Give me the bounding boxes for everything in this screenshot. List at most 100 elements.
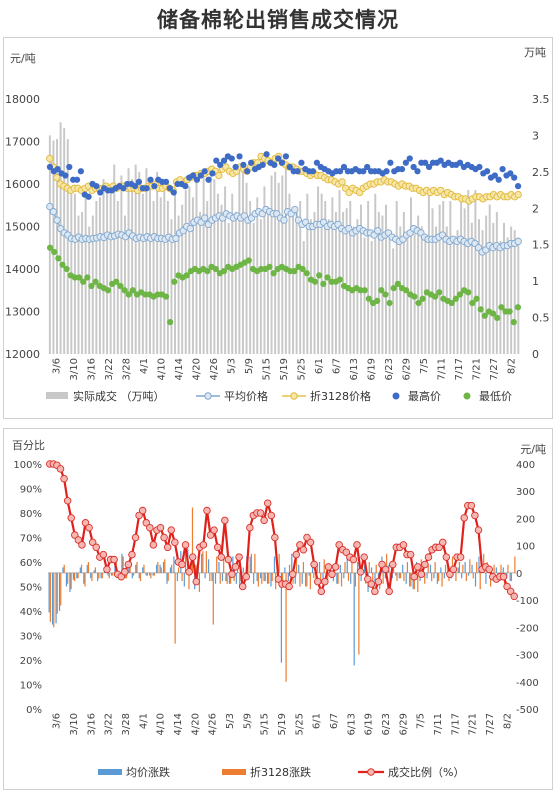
y-tick-left: 13000 xyxy=(5,306,40,319)
point-deal-ratio xyxy=(203,506,211,515)
point-highest-price xyxy=(166,185,173,192)
bar-average-change xyxy=(509,572,511,582)
bar-average-change xyxy=(228,572,230,584)
bar-actual-volume xyxy=(177,215,180,354)
bar-actual-volume xyxy=(170,219,173,354)
y-tick-left: 80% xyxy=(20,509,42,520)
bar-3128-change xyxy=(254,553,256,573)
bar-3128-change xyxy=(455,572,457,582)
point-highest-price xyxy=(217,161,224,168)
point-highest-price xyxy=(220,157,228,164)
point-deal-ratio xyxy=(56,465,65,473)
point-average-price xyxy=(46,202,54,211)
bar-3128-change xyxy=(431,572,433,582)
bar-average-change xyxy=(142,567,144,573)
bar-3128-change xyxy=(434,562,436,573)
bar-3128-change xyxy=(323,559,325,573)
point-lowest-price xyxy=(113,278,120,285)
bar-3128-change xyxy=(462,564,464,573)
bar-3128-change xyxy=(472,572,474,579)
bar-average-change xyxy=(259,572,262,579)
bar-actual-volume xyxy=(477,219,480,354)
y-tick-left: 17000 xyxy=(5,136,40,149)
bar-3128-change xyxy=(74,572,76,582)
y-tick-left: 16000 xyxy=(5,178,40,191)
bar-3128-change xyxy=(441,572,443,587)
point-highest-price xyxy=(73,176,81,183)
legend-marker-highest xyxy=(392,392,400,400)
bar-actual-volume xyxy=(138,171,141,354)
legend-label: 均价涨跌 xyxy=(126,765,170,779)
point-deal-ratio xyxy=(78,541,86,549)
bar-average-change xyxy=(502,567,504,573)
point-deal-ratio xyxy=(238,582,247,591)
bar-average-change xyxy=(166,572,168,584)
x-tick-label: 4/26 xyxy=(208,713,219,735)
bar-actual-volume xyxy=(220,204,223,354)
point-highest-price xyxy=(309,168,317,175)
y-tick-right: 1 xyxy=(532,275,539,288)
bar-3128-change xyxy=(188,572,190,590)
bar-3128-change xyxy=(146,572,149,576)
bar-actual-volume xyxy=(467,190,470,354)
y-tick-right: 0.5 xyxy=(532,312,550,325)
point-deal-ratio xyxy=(171,538,179,547)
right-axis-unit: 元/吨 xyxy=(520,443,546,456)
price-volume-chart: 元/吨 万吨 18000 17000 16000 15000 14000 13000 12000… xyxy=(5,46,550,403)
bar-3128-change xyxy=(167,572,169,582)
point-average-price xyxy=(374,227,382,235)
point-deal-ratio xyxy=(424,553,433,561)
bar-actual-volume xyxy=(442,201,445,354)
bar-actual-volume xyxy=(127,168,130,354)
point-deal-ratio xyxy=(510,592,518,601)
point-highest-price xyxy=(294,168,301,175)
bar-average-change xyxy=(461,572,463,579)
point-highest-price xyxy=(193,176,201,183)
point-highest-price xyxy=(286,163,293,171)
bar-actual-volume xyxy=(120,175,123,354)
bar-actual-volume xyxy=(59,122,62,354)
bar-actual-volume xyxy=(510,226,513,354)
point-deal-ratio xyxy=(313,577,322,586)
y-tick-right: 0 xyxy=(516,569,522,580)
bar-average-change xyxy=(440,567,442,573)
bar-average-change xyxy=(83,572,85,584)
bar-average-change xyxy=(263,572,265,582)
left-axis-unit: 百分比 xyxy=(12,439,45,452)
x-tick-label: 8/2 xyxy=(502,713,513,729)
point-lowest-price xyxy=(167,319,174,326)
bar-3128-change xyxy=(122,556,124,573)
bar-actual-volume xyxy=(249,201,252,354)
point-lowest-price xyxy=(299,265,306,273)
bar-3128-change xyxy=(271,572,273,582)
point-deal-ratio xyxy=(74,536,83,544)
point-deal-ratio xyxy=(246,523,254,532)
point-deal-ratio xyxy=(349,555,358,564)
point-deal-ratio xyxy=(99,550,108,559)
x-tick-label: 4/1 xyxy=(138,713,149,729)
y-tick-left: 30% xyxy=(20,632,42,643)
bar-average-change xyxy=(429,564,432,573)
point-deal-ratio xyxy=(410,572,418,581)
bar-actual-volume xyxy=(98,197,101,354)
point-deal-ratio xyxy=(374,577,383,586)
point-deal-ratio xyxy=(274,575,283,583)
bar-3128-change xyxy=(209,572,211,582)
point-lowest-price xyxy=(390,285,397,292)
point-deal-ratio xyxy=(442,553,451,561)
point-deal-ratio xyxy=(356,568,365,576)
bar-actual-volume xyxy=(163,182,166,354)
point-lowest-price xyxy=(92,278,99,285)
point-lowest-price xyxy=(336,276,343,283)
point-highest-price xyxy=(491,172,498,179)
bar-3128-change xyxy=(413,572,415,590)
bar-average-change xyxy=(242,567,244,573)
bar-average-change xyxy=(256,572,258,582)
bar-3128-change xyxy=(299,572,301,587)
point-lowest-price xyxy=(88,282,95,290)
point-deal-ratio xyxy=(360,553,368,561)
bar-actual-volume xyxy=(299,201,302,354)
point-highest-price xyxy=(120,185,127,192)
bar-actual-volume xyxy=(374,193,377,354)
point-lowest-price xyxy=(394,280,401,287)
